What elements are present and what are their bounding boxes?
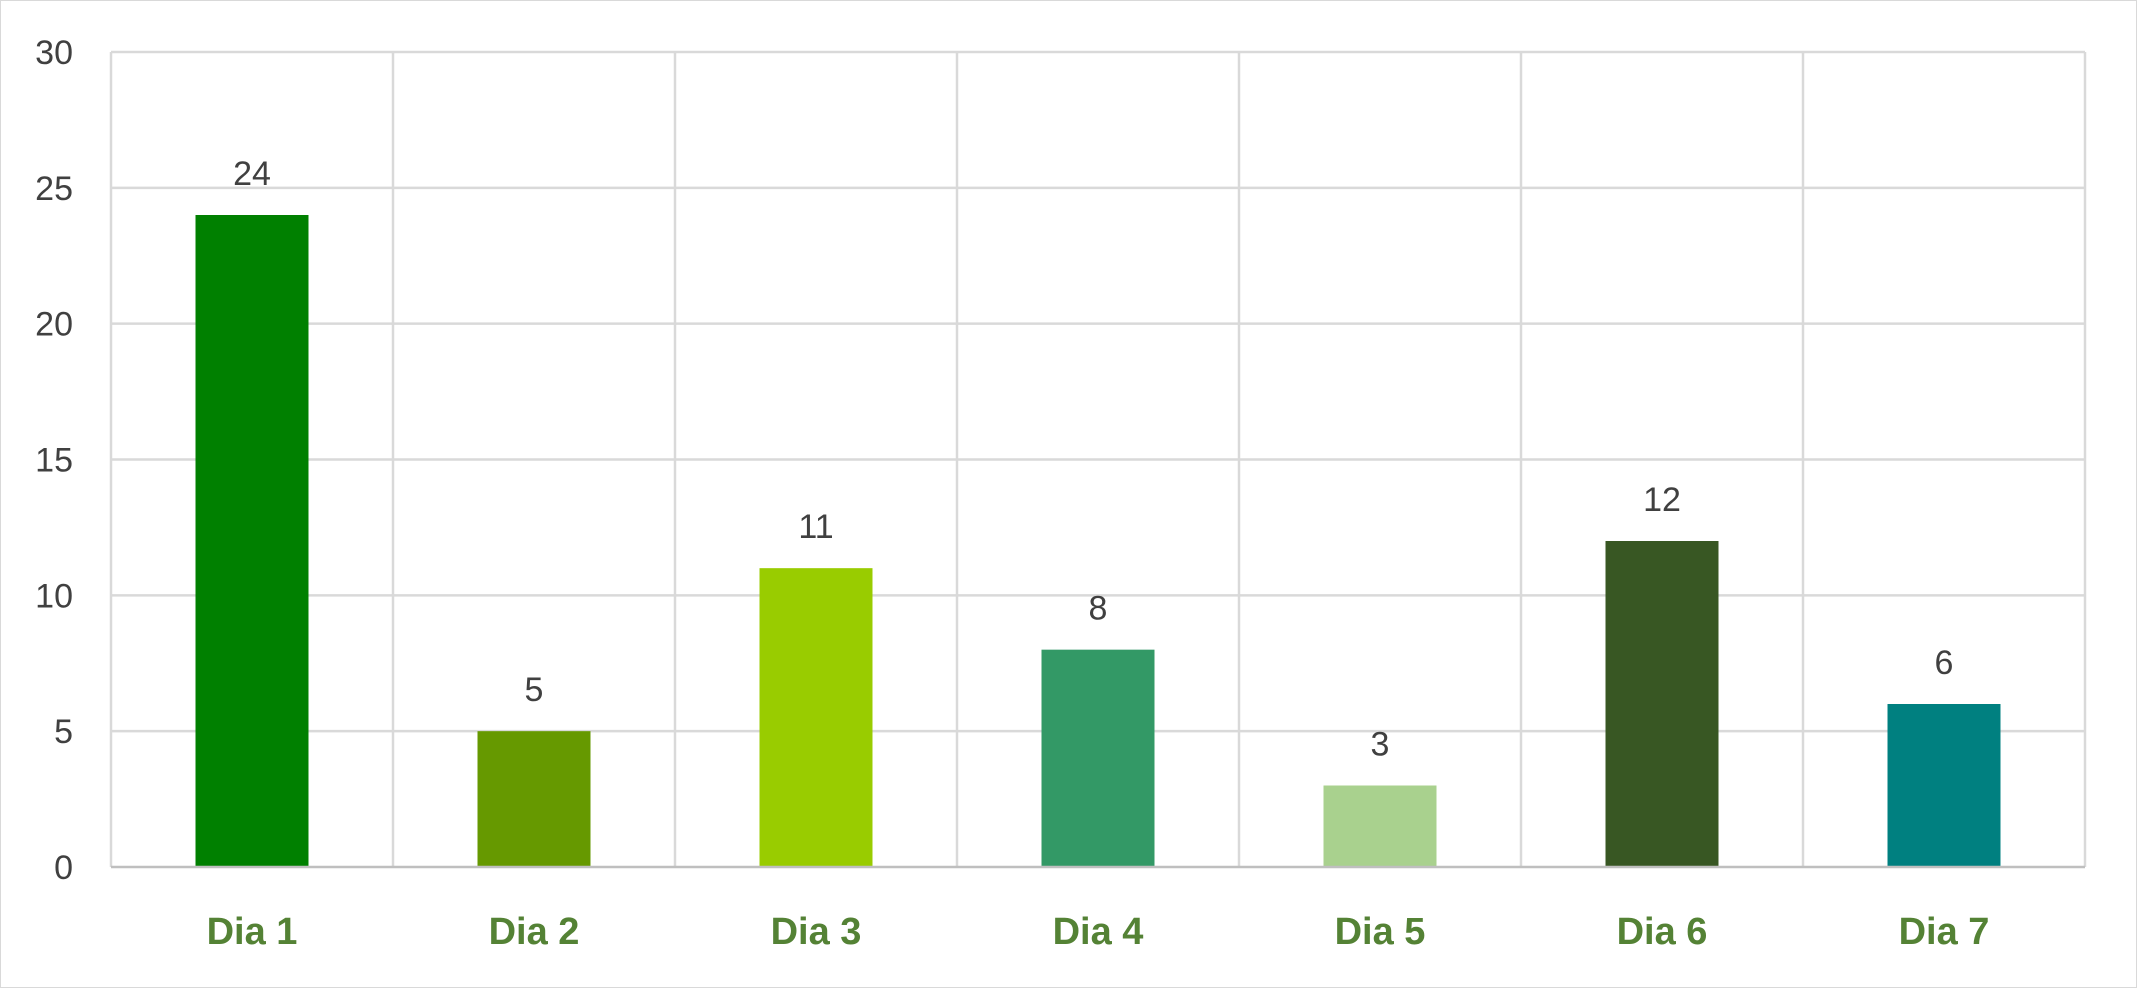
bar-dia-3 [759, 568, 873, 867]
x-tick-label: Dia 1 [207, 911, 298, 953]
bar-dia-5 [1323, 785, 1437, 867]
bar-dia-7 [1887, 704, 2001, 867]
x-tick-label: Dia 4 [1053, 911, 1144, 953]
bars [195, 215, 2001, 867]
y-tick-label: 0 [54, 849, 73, 887]
data-label: 8 [1089, 590, 1108, 628]
y-tick-label: 25 [35, 170, 73, 208]
bar-dia-4 [1041, 649, 1155, 867]
y-tick-label: 5 [54, 713, 73, 751]
data-label: 5 [525, 671, 544, 709]
y-axis: 0 5 10 15 20 25 30 [35, 34, 73, 887]
x-tick-label: Dia 7 [1899, 911, 1990, 953]
data-label: 12 [1643, 481, 1681, 519]
x-tick-label: Dia 3 [771, 911, 862, 953]
x-tick-label: Dia 2 [489, 911, 580, 953]
y-tick-label: 10 [35, 577, 73, 615]
data-label: 24 [233, 155, 271, 193]
data-labels: 24 5 11 8 3 12 6 [233, 155, 1953, 764]
x-tick-label: Dia 5 [1335, 911, 1426, 953]
x-axis: Dia 1 Dia 2 Dia 3 Dia 4 Dia 5 Dia 6 Dia 7 [111, 865, 2085, 953]
x-tick-label: Dia 6 [1617, 911, 1708, 953]
data-label: 3 [1371, 726, 1390, 764]
bar-dia-1 [195, 215, 309, 867]
data-label: 11 [798, 508, 833, 546]
y-tick-label: 15 [35, 442, 73, 480]
y-tick-label: 30 [35, 34, 73, 72]
y-tick-label: 20 [35, 306, 73, 344]
bar-dia-6 [1605, 541, 1719, 867]
bar-dia-2 [477, 731, 591, 867]
gridlines [109, 50, 2087, 867]
data-label: 6 [1935, 644, 1954, 682]
